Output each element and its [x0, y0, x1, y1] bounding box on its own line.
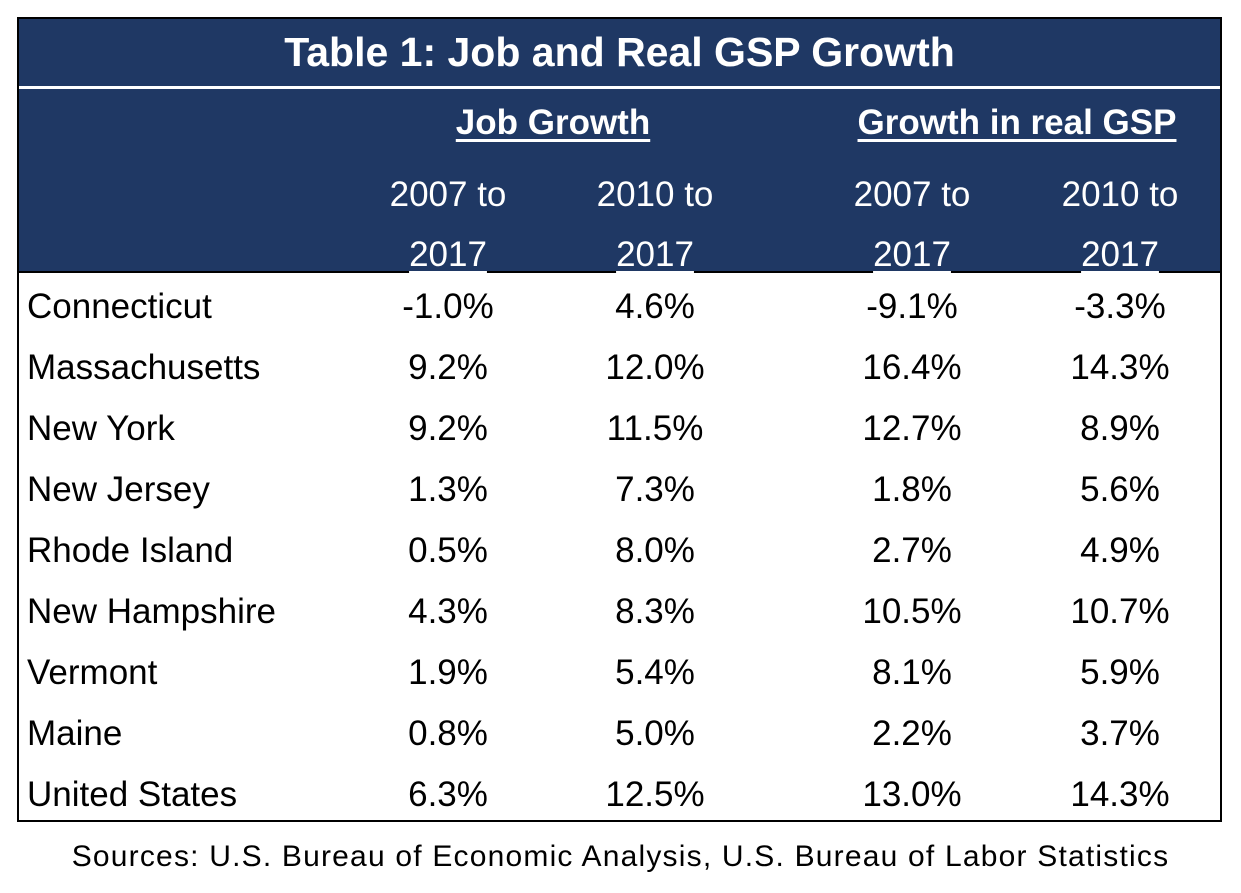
- value-cell: 16.4%: [862, 348, 962, 387]
- value-cell: 3.7%: [1080, 714, 1160, 753]
- table-row: Rhode Island 0.5% 8.0% 2.7% 4.9%: [19, 521, 1220, 582]
- column-header-gsp-2010: 2010 to 2017: [1061, 175, 1179, 274]
- table-row: Connecticut -1.0% 4.6% -9.1% -3.3%: [19, 277, 1220, 338]
- state-name: Connecticut: [27, 287, 212, 326]
- value-cell: 7.3%: [615, 470, 695, 509]
- value-cell: 12.0%: [605, 348, 705, 387]
- table-header: Job Growth Growth in real GSP 2007 to 20…: [19, 89, 1220, 274]
- value-cell: 12.5%: [605, 775, 705, 814]
- column-header-job-2007: 2007 to 2017: [389, 175, 507, 274]
- value-cell: 10.5%: [862, 592, 962, 631]
- state-name: Rhode Island: [27, 531, 234, 570]
- value-cell: 2.7%: [872, 531, 952, 570]
- value-cell: 5.9%: [1080, 653, 1160, 692]
- value-cell: 13.0%: [862, 775, 962, 814]
- table-row: New Jersey 1.3% 7.3% 1.8% 5.6%: [19, 460, 1220, 521]
- value-cell: 9.2%: [408, 348, 488, 387]
- value-cell: 1.9%: [408, 653, 488, 692]
- value-cell: 5.0%: [615, 714, 695, 753]
- value-cell: 4.3%: [408, 592, 488, 631]
- value-cell: 8.3%: [615, 592, 695, 631]
- state-name: Vermont: [27, 653, 158, 692]
- value-cell: -1.0%: [402, 287, 494, 326]
- value-cell: 8.0%: [615, 531, 695, 570]
- value-cell: 4.6%: [615, 287, 695, 326]
- value-cell: -9.1%: [866, 287, 958, 326]
- value-cell: 4.9%: [1080, 531, 1160, 570]
- value-cell: 0.5%: [408, 531, 488, 570]
- value-cell: 1.3%: [408, 470, 488, 509]
- value-cell: 5.6%: [1080, 470, 1160, 509]
- value-cell: 5.4%: [615, 653, 695, 692]
- value-cell: 9.2%: [408, 409, 488, 448]
- state-name: Massachusetts: [27, 348, 261, 387]
- column-header-gsp-2007: 2007 to 2017: [853, 175, 971, 274]
- state-name: New York: [27, 409, 175, 448]
- state-name: New Jersey: [27, 470, 210, 509]
- table-row: New York 9.2% 11.5% 12.7% 8.9%: [19, 399, 1220, 460]
- table-row: Massachusetts 9.2% 12.0% 16.4% 14.3%: [19, 338, 1220, 399]
- value-cell: 14.3%: [1070, 775, 1170, 814]
- value-cell: 11.5%: [606, 409, 704, 448]
- value-cell: 6.3%: [408, 775, 488, 814]
- table-row: New Hampshire 4.3% 8.3% 10.5% 10.7%: [19, 582, 1220, 643]
- value-cell: -3.3%: [1074, 287, 1166, 326]
- table-body: Connecticut -1.0% 4.6% -9.1% -3.3% Massachuse…: [19, 277, 1220, 826]
- table-row: Vermont 1.9% 5.4% 8.1% 5.9%: [19, 643, 1220, 704]
- value-cell: 12.7%: [862, 409, 962, 448]
- source-note: Sources: U.S. Bureau of Economic Analysi…: [71, 840, 1170, 873]
- state-name: Maine: [27, 714, 123, 753]
- group-header-real-gsp: Growth in real GSP: [857, 103, 1177, 142]
- table-row: United States 6.3% 12.5% 13.0% 14.3%: [19, 765, 1220, 826]
- table-title: Table 1: Job and Real GSP Growth: [19, 19, 1220, 89]
- value-cell: 8.1%: [872, 653, 952, 692]
- value-cell: 14.3%: [1070, 348, 1170, 387]
- value-cell: 10.7%: [1070, 592, 1170, 631]
- value-cell: 1.8%: [872, 470, 952, 509]
- value-cell: 8.9%: [1080, 409, 1160, 448]
- state-name: United States: [27, 775, 238, 814]
- value-cell: 2.2%: [872, 714, 952, 753]
- value-cell: 0.8%: [408, 714, 488, 753]
- group-header-job-growth: Job Growth: [455, 103, 651, 142]
- state-name: New Hampshire: [27, 592, 276, 631]
- data-table: Table 1: Job and Real GSP Growth Job Gro…: [17, 17, 1222, 822]
- table-row: Maine 0.8% 5.0% 2.2% 3.7%: [19, 704, 1220, 765]
- column-header-job-2010: 2010 to 2017: [596, 175, 714, 274]
